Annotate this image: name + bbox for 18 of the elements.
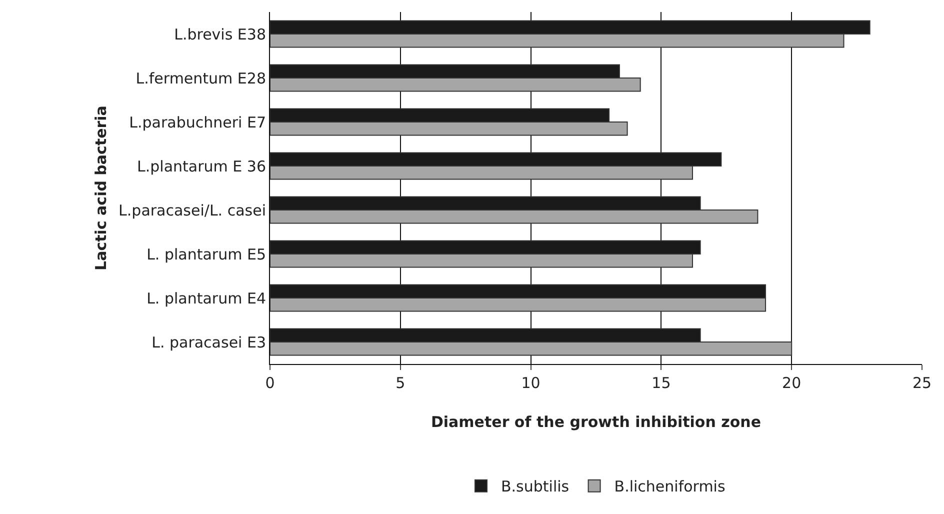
x-tick-label: 0 <box>265 374 275 392</box>
x-tick-label: 10 <box>521 374 540 392</box>
x-tick-label: 20 <box>782 374 802 392</box>
x-tick-label: 15 <box>652 374 671 392</box>
legend-label: B.licheniformis <box>614 478 726 496</box>
y-tick-label: L.fermentum E28 <box>136 69 266 88</box>
y-tick-label: L. paracasei E3 <box>152 333 266 352</box>
y-tick-label: L.parabuchneri E7 <box>129 113 266 132</box>
legend-label: B.subtilis <box>501 478 570 496</box>
y-tick-label: L. plantarum E5 <box>146 245 266 264</box>
y-tick-label: L. plantarum E4 <box>146 289 266 308</box>
y-axis-title: Lactic acid bacteria <box>92 106 110 270</box>
y-tick-label: L.brevis E38 <box>174 25 266 44</box>
x-tick-label: 5 <box>396 374 406 392</box>
x-tick-label: 25 <box>912 374 932 392</box>
x-axis-title: Diameter of the growth inhibition zone <box>430 413 762 431</box>
y-tick-label: L.plantarum E 36 <box>137 157 266 176</box>
y-tick-label: L.paracasei/L. casei <box>118 201 266 220</box>
